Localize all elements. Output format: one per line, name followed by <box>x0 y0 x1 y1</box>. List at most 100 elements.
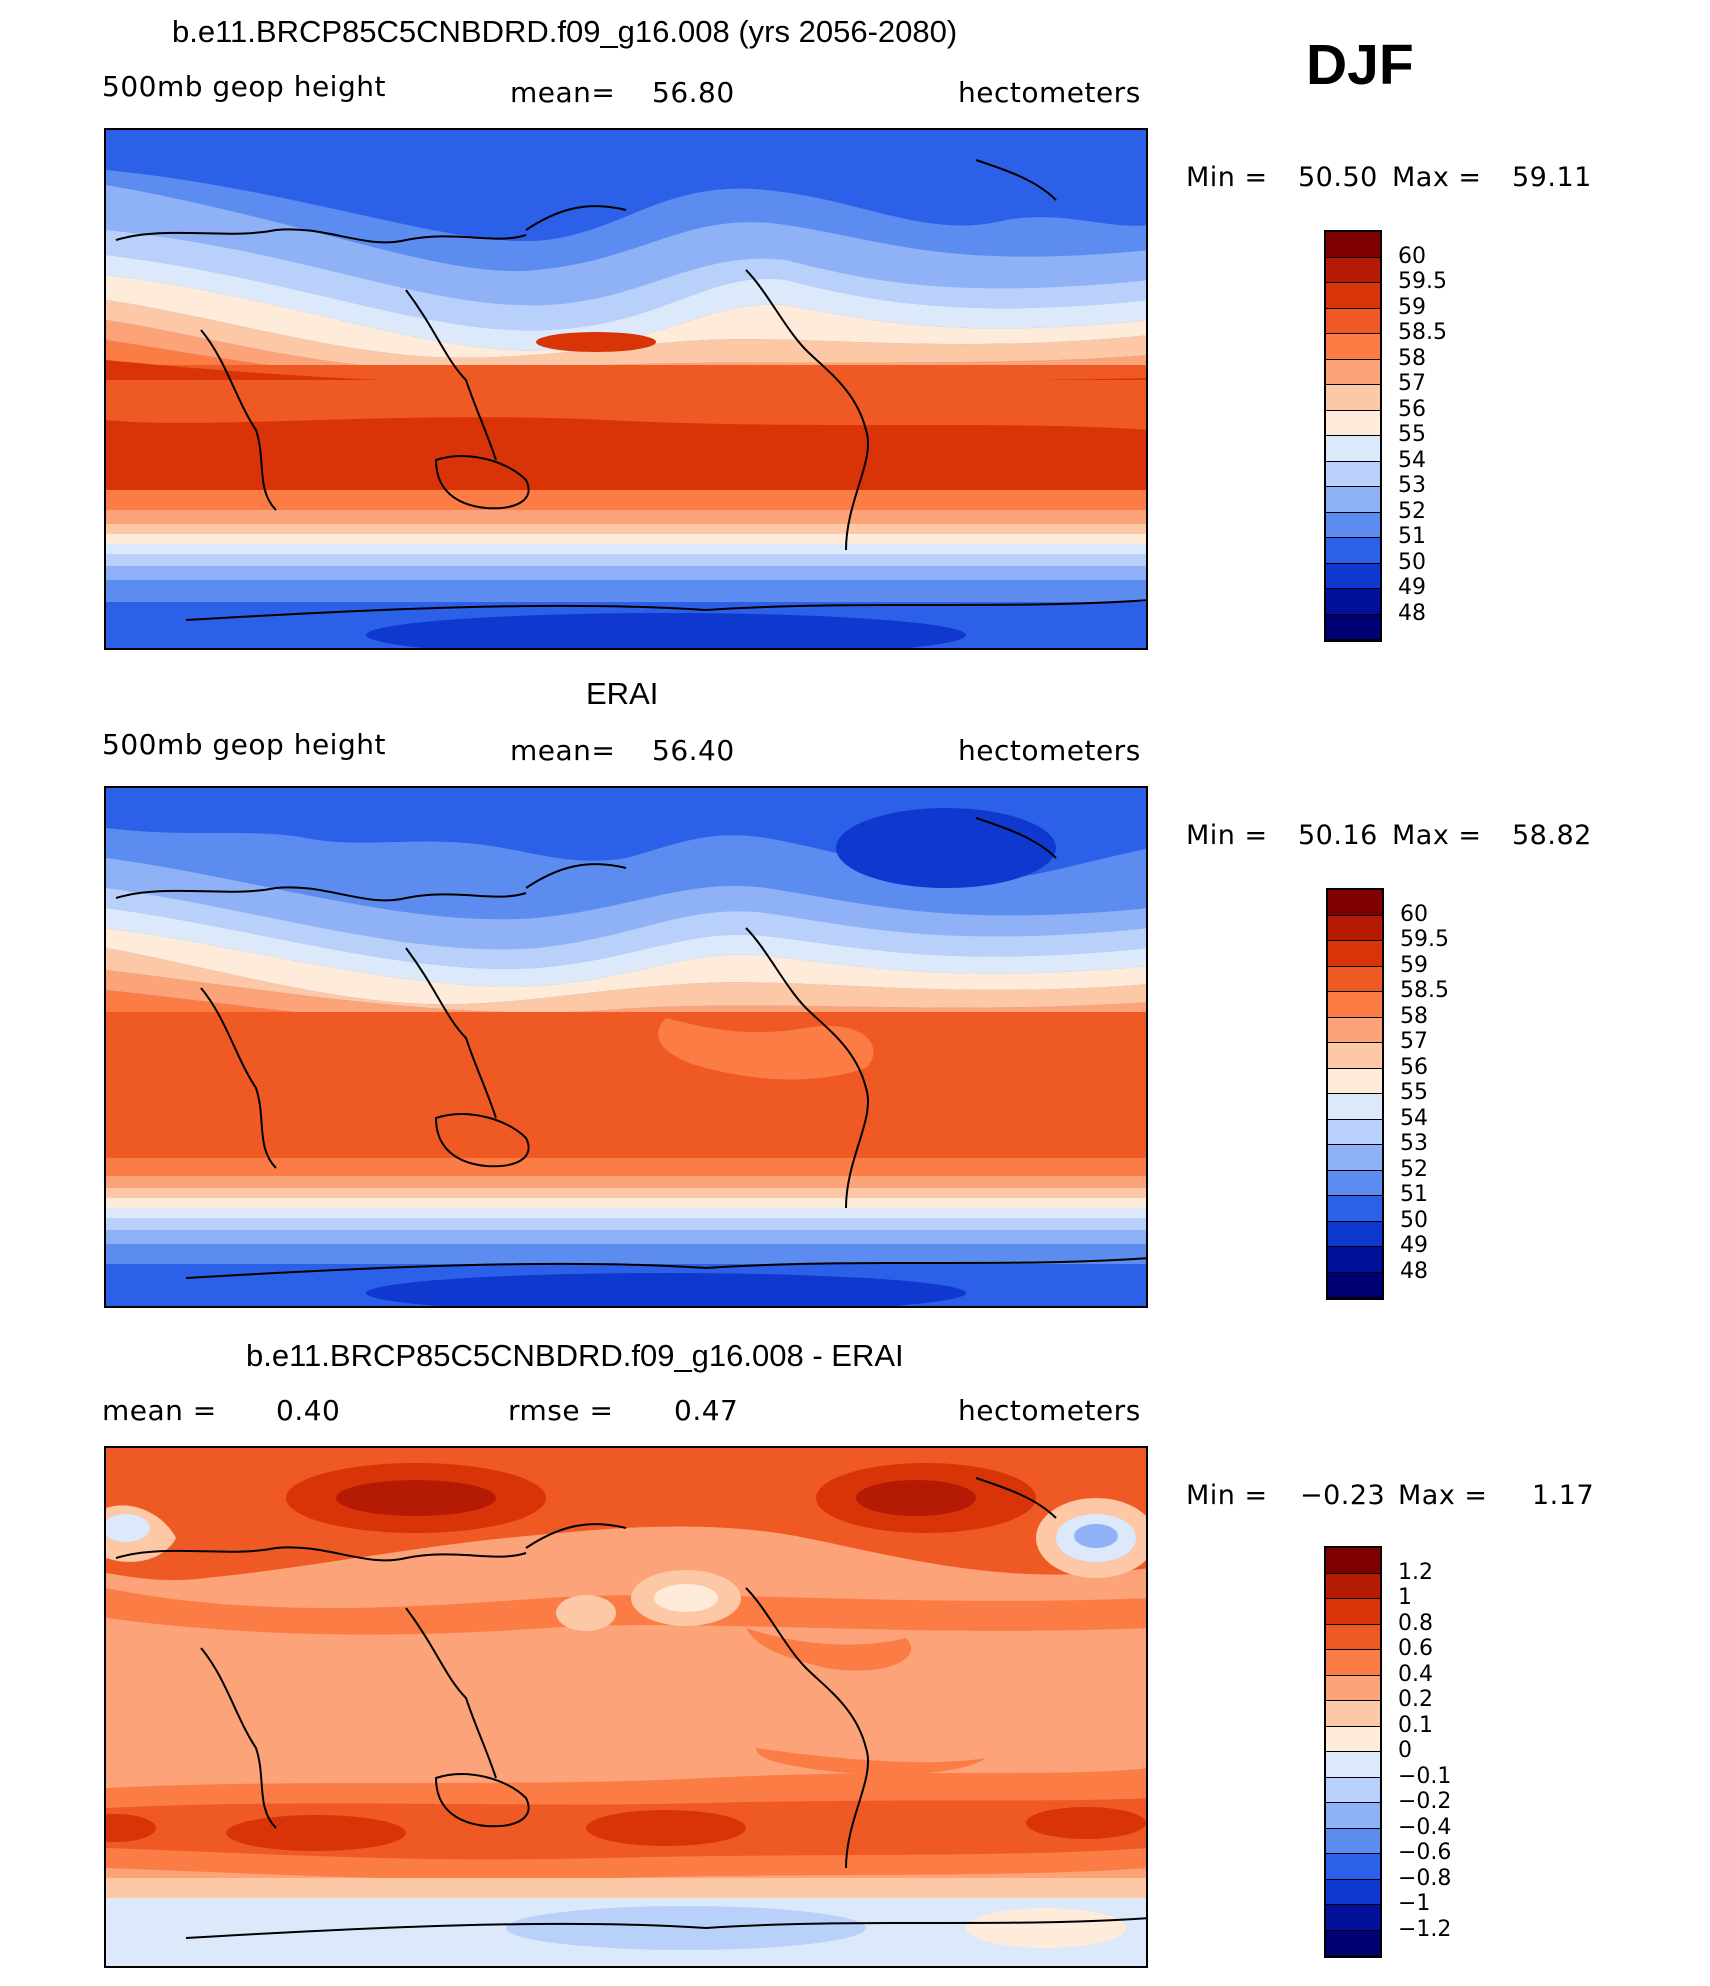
colorbar-swatch <box>1328 1043 1382 1069</box>
colorbar-swatch <box>1326 1624 1380 1650</box>
colorbar-tick-label: −1 <box>1398 1891 1431 1916</box>
panel-1-max-value: 59.11 <box>1512 162 1592 193</box>
colorbar-swatch <box>1326 1828 1380 1854</box>
colorbar-swatch <box>1326 1879 1380 1905</box>
colorbar-swatch <box>1326 283 1380 309</box>
colorbar-swatch <box>1326 334 1380 360</box>
panel-2-map <box>104 786 1148 1308</box>
panel-3-mean-label: mean = <box>102 1394 217 1427</box>
panel-3-min-label: Min = <box>1186 1480 1268 1511</box>
panel-1-min-value: 50.50 <box>1298 162 1378 193</box>
colorbar-tick-label: −0.4 <box>1398 1814 1452 1840</box>
colorbar-swatch <box>1326 385 1380 411</box>
colorbar-swatch <box>1326 436 1380 462</box>
colorbar-tick-label: 0.2 <box>1398 1687 1433 1712</box>
colorbar-swatch <box>1326 1701 1380 1727</box>
colorbar-swatch <box>1326 308 1380 334</box>
colorbar-swatch <box>1326 257 1380 283</box>
colorbar-tick-label: −0.8 <box>1398 1865 1452 1891</box>
panel-3-max-label: Max = <box>1398 1480 1488 1511</box>
panel-1-max-label: Max = <box>1392 162 1482 193</box>
panel-3-rmse-value: 0.47 <box>674 1394 739 1427</box>
colorbar-swatch <box>1328 915 1382 941</box>
colorbar-swatch <box>1328 1221 1382 1247</box>
panel-2-mean-label: mean= <box>510 734 616 767</box>
colorbar-swatch <box>1328 1145 1382 1171</box>
panel-2-max-value: 58.82 <box>1512 820 1592 851</box>
colorbar-swatch <box>1326 232 1380 258</box>
colorbar-swatch <box>1326 563 1380 589</box>
colorbar-swatch <box>1326 1803 1380 1829</box>
colorbar-tick-label: 59.5 <box>1398 269 1447 294</box>
colorbar-tick-label: 58.5 <box>1398 320 1447 345</box>
colorbar-swatch <box>1326 359 1380 385</box>
colorbar-tick-label: 50 <box>1400 1207 1428 1233</box>
colorbar-swatch <box>1326 1650 1380 1676</box>
colorbar-tick-label: 55 <box>1398 422 1426 447</box>
panel-2-max-label: Max = <box>1392 820 1482 851</box>
colorbar-swatch <box>1326 1777 1380 1803</box>
panel-2-mean-value: 56.40 <box>652 734 735 767</box>
colorbar-swatch <box>1326 614 1380 640</box>
colorbar-tick-label: 59 <box>1400 952 1428 978</box>
colorbar-swatch <box>1326 1573 1380 1599</box>
colorbar-swatch <box>1326 410 1380 436</box>
colorbar-tick-label: 57 <box>1398 371 1426 396</box>
colorbar-swatch <box>1326 512 1380 538</box>
panel-2-title: ERAI <box>586 676 659 711</box>
panel-1-variable: 500mb geop height <box>102 70 386 103</box>
colorbar-tick-label: 56 <box>1398 396 1426 422</box>
colorbar-tick-label: 51 <box>1398 524 1426 549</box>
colorbar-swatch <box>1328 1272 1382 1298</box>
colorbar-tick-label: −0.1 <box>1398 1763 1452 1789</box>
colorbar-swatch <box>1328 1119 1382 1145</box>
colorbar-swatch <box>1326 1726 1380 1752</box>
panel-1-contour-map <box>106 130 1146 648</box>
colorbar-tick-label: 58 <box>1400 1003 1428 1029</box>
colorbar-tick-label: 52 <box>1400 1156 1428 1182</box>
colorbar-tick-label: 49 <box>1398 575 1426 600</box>
panel-3-map <box>104 1446 1148 1968</box>
panel-1-title: b.e11.BRCP85C5CNBDRD.f09_g16.008 (yrs 20… <box>172 14 958 49</box>
panel-1-mean-label: mean= <box>510 76 616 109</box>
colorbar-swatch <box>1326 1548 1380 1574</box>
colorbar-swatch <box>1326 1905 1380 1931</box>
colorbar-swatch <box>1326 538 1380 564</box>
colorbar-tick-label: 60 <box>1400 901 1428 927</box>
colorbar-swatch <box>1328 1094 1382 1120</box>
panel-2-contour-map <box>106 788 1146 1306</box>
colorbar-tick-label: 0.1 <box>1398 1712 1433 1738</box>
panel-3-mean-value: 0.40 <box>276 1394 341 1427</box>
colorbar-tick-label: 52 <box>1398 498 1426 524</box>
colorbar-swatch <box>1328 992 1382 1018</box>
panel-2-min-label: Min = <box>1186 820 1268 851</box>
colorbar-tick-label: 1.2 <box>1398 1559 1433 1585</box>
colorbar-tick-label: 53 <box>1400 1131 1428 1156</box>
colorbar-tick-label: 48 <box>1400 1258 1428 1284</box>
colorbar-tick-label: 0.6 <box>1398 1636 1433 1661</box>
colorbar-swatch <box>1326 1675 1380 1701</box>
panel-3-max-value: 1.17 <box>1532 1480 1595 1511</box>
colorbar-swatch <box>1328 1068 1382 1094</box>
colorbar-swatch <box>1328 890 1382 916</box>
colorbar-tick-label: 57 <box>1400 1029 1428 1054</box>
colorbar-tick-label: −0.6 <box>1398 1840 1452 1865</box>
colorbar-tick-label: 54 <box>1398 447 1426 473</box>
colorbar-swatch <box>1326 1930 1380 1956</box>
colorbar-swatch <box>1328 1196 1382 1222</box>
panel-3-contour-map <box>106 1448 1146 1966</box>
panel-3-units: hectometers <box>958 1394 1141 1427</box>
panel-1-units: hectometers <box>958 76 1141 109</box>
colorbar-swatch <box>1328 1247 1382 1273</box>
colorbar-swatch <box>1328 1170 1382 1196</box>
colorbar-swatch <box>1326 461 1380 487</box>
panel-2-variable: 500mb geop height <box>102 728 386 761</box>
colorbar-tick-label: 54 <box>1400 1105 1428 1131</box>
colorbar-tick-label: 58 <box>1398 345 1426 371</box>
colorbar-tick-label: 49 <box>1400 1233 1428 1258</box>
colorbar-tick-label: 50 <box>1398 549 1426 575</box>
colorbar-swatch <box>1328 941 1382 967</box>
colorbar-swatch <box>1328 966 1382 992</box>
colorbar-tick-label: −0.2 <box>1398 1789 1452 1814</box>
panel-1-map <box>104 128 1148 650</box>
